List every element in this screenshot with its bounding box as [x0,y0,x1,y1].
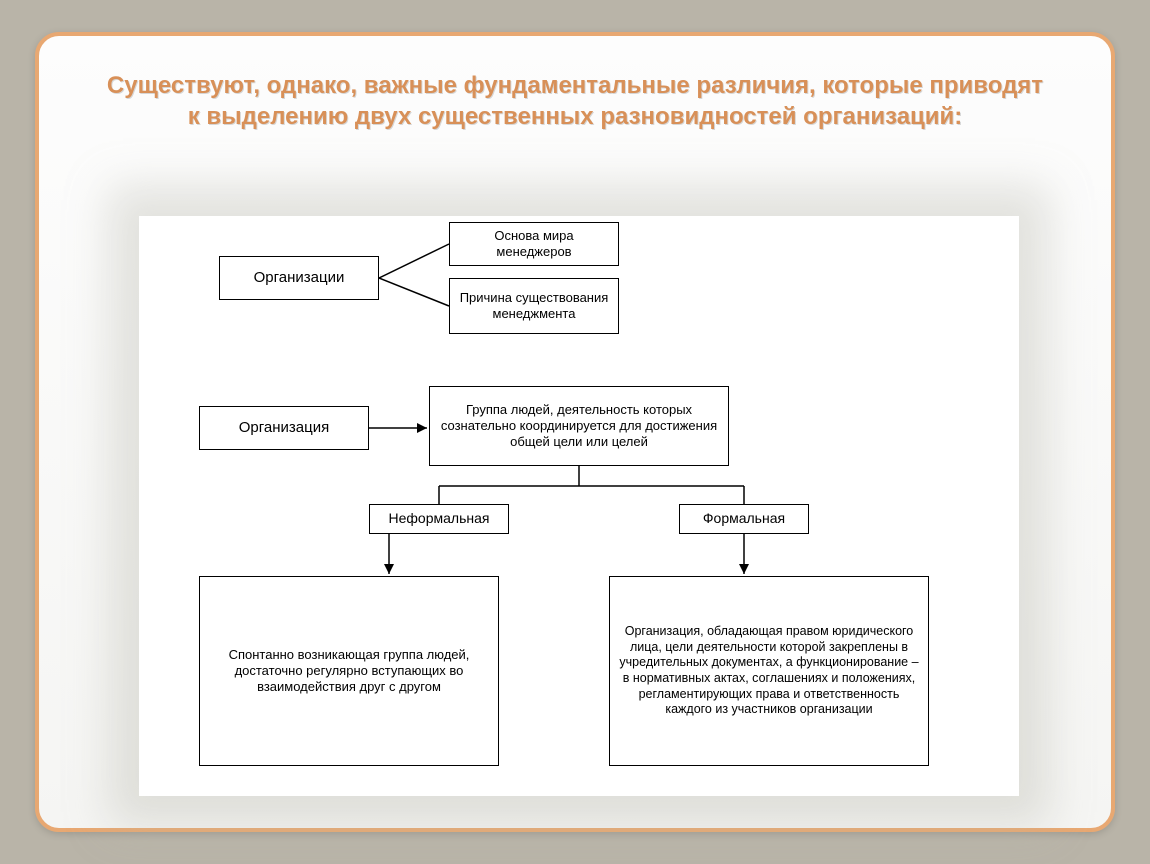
diagram-region: Организации Основа мира менеджеров Причи… [139,216,1019,796]
node-reason: Причина существования менеджмента [449,278,619,334]
flowchart: Организации Основа мира менеджеров Причи… [139,216,1019,796]
node-informal-def: Спонтанно возникающая группа людей, дост… [199,576,499,766]
node-basis: Основа мира менеджеров [449,222,619,266]
node-informal: Неформальная [369,504,509,534]
slide-card: Существуют, однако, важные фундаментальн… [35,32,1115,832]
node-formal-def: Организация, обладающая правом юридическ… [609,576,929,766]
slide-title: Существуют, однако, важные фундаментальн… [39,36,1111,132]
node-formal: Формальная [679,504,809,534]
node-org-single: Организация [199,406,369,450]
node-definition: Группа людей, деятельность которых созна… [429,386,729,466]
node-org-plural: Организации [219,256,379,300]
